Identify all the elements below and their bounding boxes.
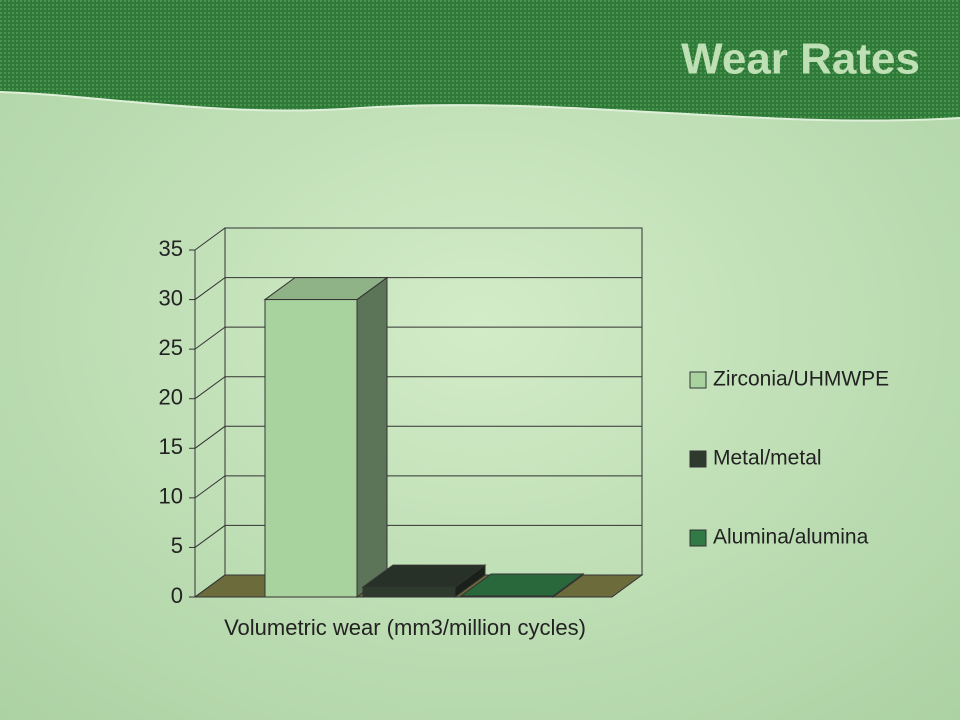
legend-label: Metal/metal <box>713 447 822 470</box>
bar-side <box>356 276 388 598</box>
legend-label: Zirconia/UHMWPE <box>713 368 889 391</box>
grid-line <box>194 376 642 400</box>
y-tick-label: 25 <box>159 335 183 360</box>
header-edge <box>0 91 960 122</box>
category-box: Volumetric wear (mm3/million cycles) <box>224 615 586 640</box>
plot: 0 5 10 15 20 25 30 35 Zirconia/UHMWPE Metal/metal… <box>159 227 889 608</box>
bar <box>264 299 358 598</box>
header-band <box>0 0 960 121</box>
y-tick-label: 0 <box>171 583 183 608</box>
legend-swatch <box>689 450 707 468</box>
legend-swatch <box>689 529 707 547</box>
y-tick-label: 30 <box>159 285 183 310</box>
y-tick-label: 20 <box>159 385 183 410</box>
bar <box>362 586 456 598</box>
grid-line <box>194 524 642 548</box>
x-category-label: Volumetric wear (mm3/million cycles) <box>224 615 586 640</box>
bar <box>460 595 554 598</box>
y-tick-label: 10 <box>159 484 183 509</box>
y-tick-label: 35 <box>159 236 183 261</box>
grid-line <box>194 277 642 300</box>
y-tick-label: 15 <box>159 434 183 459</box>
legend-label: Alumina/alumina <box>713 526 869 549</box>
y-tick-label: 5 <box>171 533 183 558</box>
grid-line <box>194 425 642 449</box>
grid-line <box>194 326 642 350</box>
grid-line <box>194 475 642 499</box>
grid-line <box>194 227 642 251</box>
legend-swatch <box>689 371 707 389</box>
title: Wear Rates <box>681 35 920 84</box>
